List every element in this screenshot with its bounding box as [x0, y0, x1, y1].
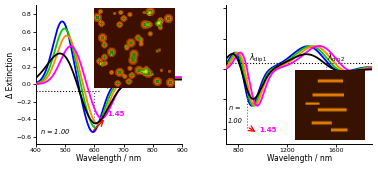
- Y-axis label: Δ Extinction: Δ Extinction: [6, 52, 15, 98]
- Text: 1.00: 1.00: [228, 118, 243, 124]
- Text: $n$ = 1.00: $n$ = 1.00: [40, 127, 71, 136]
- Text: $n$ =: $n$ =: [228, 104, 241, 112]
- X-axis label: Wavelength / nm: Wavelength / nm: [76, 154, 142, 163]
- Text: $\lambda_\mathrm{dip2}$: $\lambda_\mathrm{dip2}$: [327, 52, 345, 65]
- Text: 1.45: 1.45: [107, 111, 124, 117]
- Text: 1.45: 1.45: [259, 127, 276, 133]
- Text: $\lambda_\mathrm{dip}$: $\lambda_\mathrm{dip}$: [98, 79, 112, 92]
- Text: $\lambda_\mathrm{dip1}$: $\lambda_\mathrm{dip1}$: [249, 52, 267, 65]
- X-axis label: Wavelength / nm: Wavelength / nm: [266, 154, 332, 163]
